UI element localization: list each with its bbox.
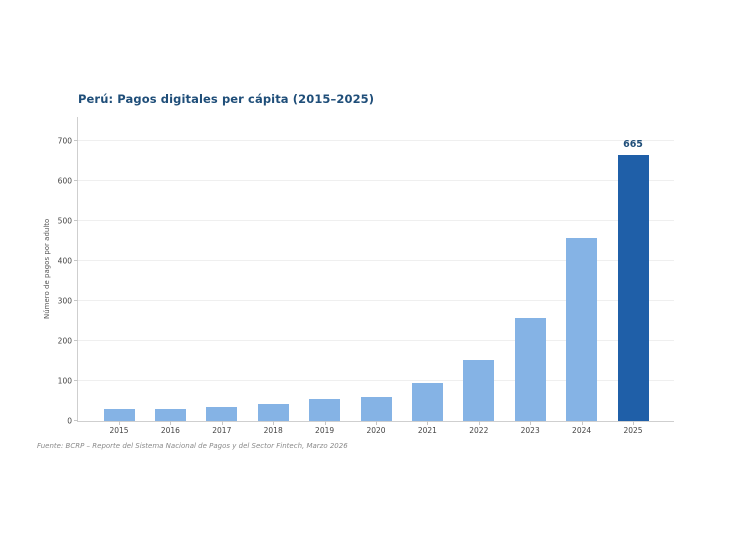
x-tick xyxy=(273,421,275,425)
gridline xyxy=(78,260,674,261)
x-tick-label: 2019 xyxy=(315,426,335,435)
y-tick-label: 500 xyxy=(57,216,72,226)
bar-2020 xyxy=(360,397,392,421)
y-tick xyxy=(74,260,78,261)
x-tick xyxy=(376,421,377,425)
x-tick xyxy=(530,421,532,425)
x-tick xyxy=(119,421,120,425)
y-tick-label: 100 xyxy=(57,376,72,386)
bar-2023 xyxy=(514,317,546,421)
y-tick-label: 0 xyxy=(67,416,72,426)
x-tick xyxy=(427,421,429,425)
bar-value-label: 665 xyxy=(623,139,643,150)
bar-2016 xyxy=(154,409,186,421)
y-tick xyxy=(74,380,78,381)
x-tick-label: 2021 xyxy=(417,426,437,435)
x-tick-label: 2024 xyxy=(572,426,592,435)
gridline xyxy=(78,380,674,381)
bar-2015 xyxy=(103,409,135,421)
y-tick xyxy=(74,340,78,341)
x-tick xyxy=(170,421,172,425)
bar-2022 xyxy=(463,359,495,421)
y-tick-label: 400 xyxy=(57,256,72,266)
bar-2021 xyxy=(411,383,443,421)
gridline xyxy=(78,300,674,301)
x-tick-label: 2022 xyxy=(469,426,489,435)
gridline xyxy=(78,180,674,181)
bar-2017 xyxy=(206,406,238,421)
x-tick-label: 2025 xyxy=(623,426,643,435)
x-tick-label: 2017 xyxy=(212,426,232,435)
y-tick-label: 300 xyxy=(57,296,72,306)
gridline xyxy=(78,340,674,341)
x-tick xyxy=(478,421,480,425)
y-tick-label: 600 xyxy=(57,176,72,186)
gridline xyxy=(78,140,674,141)
x-tick-label: 2018 xyxy=(263,426,283,435)
x-tick-label: 2016 xyxy=(160,426,180,435)
gridline xyxy=(78,220,674,221)
chart-title: Perú: Pagos digitales per cápita (2015–2… xyxy=(78,92,375,106)
x-tick xyxy=(324,421,326,425)
plot-area: 0 100 200 300 400 500 600 700 2015 2016 2017 2018 20… xyxy=(58,117,674,435)
x-tick xyxy=(633,421,634,425)
bar-2018 xyxy=(257,403,289,421)
x-tick xyxy=(581,421,583,425)
y-tick xyxy=(74,180,78,181)
y-tick xyxy=(74,420,78,421)
bar-2019 xyxy=(309,399,341,421)
y-tick xyxy=(74,140,78,141)
y-tick xyxy=(74,300,78,301)
y-tick-label: 200 xyxy=(57,336,72,346)
x-tick-label: 2015 xyxy=(109,426,129,435)
y-tick xyxy=(74,220,78,221)
x-tick-label: 2023 xyxy=(520,426,540,435)
x-tick xyxy=(221,421,223,425)
y-tick-label: 700 xyxy=(57,136,72,146)
x-tick-label: 2020 xyxy=(366,426,386,435)
bar-2025 xyxy=(617,155,649,421)
y-axis-label: Número de pagos por adulto xyxy=(43,218,51,320)
source-note: Fuente: BCRP – Reporte del Sistema Nacio… xyxy=(37,442,348,450)
bar-2024 xyxy=(566,237,598,421)
